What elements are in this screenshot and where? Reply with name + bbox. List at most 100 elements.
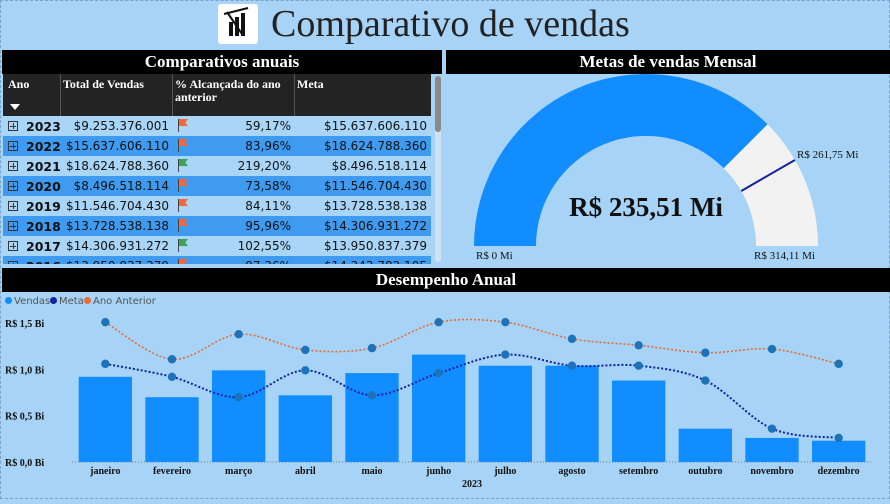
line-ano-anterior-point bbox=[634, 341, 642, 349]
line-ano-anterior-point bbox=[234, 330, 242, 338]
power-bi-icon bbox=[218, 4, 258, 44]
bar-vendas bbox=[479, 366, 532, 462]
page-title: Comparativo de vendas bbox=[271, 2, 630, 46]
line-ano-anterior-point bbox=[701, 349, 709, 357]
cell-year: 2018 bbox=[26, 219, 61, 234]
cell-pct-achieved: 83,96% bbox=[193, 139, 291, 153]
y-tick-label: R$ 0,0 Bi bbox=[5, 458, 44, 469]
legend-item-meta[interactable]: Meta bbox=[50, 296, 84, 307]
red-flag-icon bbox=[177, 199, 189, 213]
table-row[interactable]: 2018 $13.728.538.138 95,96% $14.306.931.272 bbox=[3, 216, 431, 236]
bar-vendas bbox=[279, 395, 332, 462]
expand-icon[interactable] bbox=[8, 141, 18, 151]
legend-dot-icon bbox=[50, 297, 57, 304]
cell-total-sales: $8.496.518.114 bbox=[61, 179, 169, 193]
line-ano-anterior-point bbox=[101, 318, 109, 326]
x-group-label: 2023 bbox=[462, 479, 482, 490]
sort-descending-icon[interactable] bbox=[10, 104, 20, 110]
cell-pct-achieved: 219,20% bbox=[193, 159, 291, 173]
column-header-meta[interactable]: Meta bbox=[297, 78, 324, 91]
line-ano-anterior-point bbox=[568, 335, 576, 343]
expand-icon[interactable] bbox=[8, 121, 18, 131]
green-flag-icon bbox=[177, 239, 189, 253]
line-ano-anterior-point bbox=[834, 360, 842, 368]
cell-total-sales: $13.950.837.379 bbox=[61, 259, 169, 264]
bar-vendas bbox=[212, 370, 265, 462]
legend-item-vendas[interactable]: Vendas bbox=[5, 296, 50, 307]
table-row[interactable]: 2017 $14.306.931.272 102,55% $13.950.837.37… bbox=[3, 236, 431, 256]
bar-vendas bbox=[545, 366, 598, 462]
x-tick-label: fevereiro bbox=[153, 466, 191, 477]
table-row[interactable]: 2021 $18.624.788.360 219,20% $8.496.518.114 bbox=[3, 156, 431, 176]
bar-vendas bbox=[745, 438, 798, 462]
expand-icon[interactable] bbox=[8, 161, 18, 171]
expand-icon[interactable] bbox=[8, 201, 18, 211]
table-row[interactable]: 2023 $9.253.376.001 59,17% $15.637.606.110 bbox=[3, 116, 431, 136]
line-meta-point bbox=[701, 376, 709, 384]
x-tick-label: dezembro bbox=[818, 466, 860, 477]
column-divider bbox=[60, 74, 61, 116]
legend-dot-icon bbox=[84, 297, 91, 304]
bar-vendas bbox=[812, 441, 865, 462]
red-flag-icon bbox=[177, 219, 189, 233]
expand-icon[interactable] bbox=[8, 241, 18, 251]
column-divider bbox=[294, 74, 295, 116]
x-tick-label: abril bbox=[295, 466, 316, 477]
line-ano-anterior-point bbox=[301, 346, 309, 354]
cell-pct-achieved: 59,17% bbox=[193, 119, 291, 133]
legend-item-ano-anterior[interactable]: Ano Anterior bbox=[84, 296, 156, 307]
gauge-max-label: R$ 314,11 Mi bbox=[754, 250, 815, 262]
line-meta-point bbox=[768, 424, 776, 432]
table-row[interactable]: 2016$13.950.837.379 97,36% $14.343.782.105 bbox=[3, 256, 431, 264]
column-header-ano[interactable]: Ano bbox=[8, 78, 29, 91]
gauge-min-label: R$ 0 Mi bbox=[476, 250, 513, 262]
cell-pct-achieved: 95,96% bbox=[193, 219, 291, 233]
table-header: Ano Total de Vendas % Alcançada do ano a… bbox=[3, 74, 431, 116]
column-header-total[interactable]: Total de Vendas bbox=[63, 78, 144, 91]
cell-meta: $8.496.518.114 bbox=[295, 159, 427, 173]
cell-total-sales: $9.253.376.001 bbox=[61, 119, 169, 133]
line-meta-point bbox=[301, 366, 309, 374]
table-section-title: Comparativos anuais bbox=[2, 50, 442, 74]
line-meta-point bbox=[101, 360, 109, 368]
x-tick-label: novembro bbox=[750, 466, 793, 477]
annual-performance-chart: Vendas Meta Ano Anterior R$ 0,0 Bi R$ 0,5… bbox=[0, 292, 890, 499]
scrollbar-thumb[interactable] bbox=[435, 76, 441, 132]
expand-icon[interactable] bbox=[8, 261, 18, 264]
cell-meta: $14.343.782.105 bbox=[295, 259, 427, 264]
line-ano-anterior-point bbox=[168, 355, 176, 363]
gauge-section-title: Metas de vendas Mensal bbox=[446, 50, 890, 74]
y-tick-label: R$ 1,0 Bi bbox=[5, 365, 44, 376]
line-ano-anterior-point bbox=[434, 318, 442, 326]
gauge-chart bbox=[446, 74, 890, 266]
cell-pct-achieved: 102,55% bbox=[193, 239, 291, 253]
red-flag-icon bbox=[177, 259, 189, 264]
line-meta-point bbox=[834, 434, 842, 442]
gauge-value: R$ 235,51 Mi bbox=[446, 192, 846, 223]
expand-icon[interactable] bbox=[8, 181, 18, 191]
x-tick-label: março bbox=[225, 466, 252, 477]
cell-year: 2016 bbox=[26, 259, 61, 264]
x-tick-label: outubro bbox=[688, 466, 722, 477]
annual-comparison-table[interactable]: Ano Total de Vendas % Alcançada do ano a… bbox=[3, 74, 443, 264]
bar-vendas bbox=[145, 397, 198, 462]
line-meta-point bbox=[501, 350, 509, 358]
table-row[interactable]: 2020 $8.496.518.114 73,58% $11.546.704.430 bbox=[3, 176, 431, 196]
expand-icon[interactable] bbox=[8, 221, 18, 231]
red-flag-icon bbox=[177, 179, 189, 193]
cell-total-sales: $15.637.606.110 bbox=[61, 139, 169, 153]
cell-meta: $14.306.931.272 bbox=[295, 219, 427, 233]
column-header-pct[interactable]: % Alcançada do ano anterior bbox=[175, 78, 293, 104]
header: Comparativo de vendas bbox=[0, 0, 890, 50]
line-meta-point bbox=[434, 369, 442, 377]
legend-dot-icon bbox=[5, 297, 12, 304]
cell-meta: $13.950.837.379 bbox=[295, 239, 427, 253]
cell-year: 2017 bbox=[26, 239, 61, 254]
line-meta-point bbox=[634, 362, 642, 370]
line-ano-anterior bbox=[105, 319, 838, 363]
table-row[interactable]: 2019 $11.546.704.430 84,11% $13.728.538.138 bbox=[3, 196, 431, 216]
x-tick-label: setembro bbox=[619, 466, 658, 477]
cell-year: 2023 bbox=[26, 119, 61, 134]
table-row[interactable]: 2022 $15.637.606.110 83,96% $18.624.788.360 bbox=[3, 136, 431, 156]
cell-total-sales: $18.624.788.360 bbox=[61, 159, 169, 173]
